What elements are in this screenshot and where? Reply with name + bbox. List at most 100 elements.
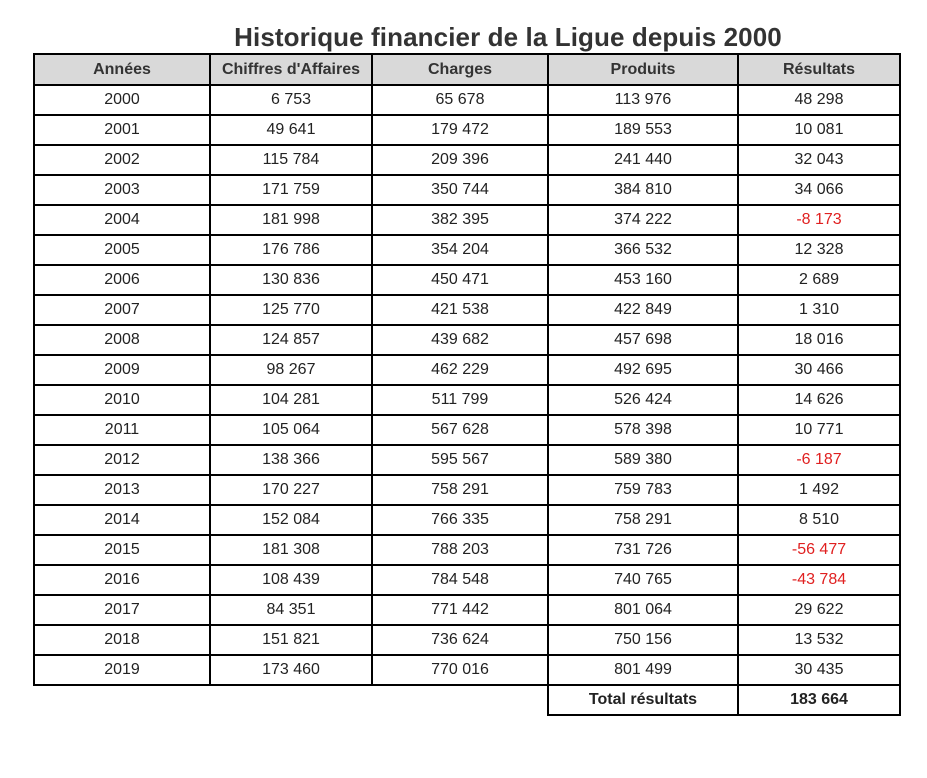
col-header-resultats: Résultats [737, 53, 901, 86]
produits-cell: 731 726 [547, 534, 739, 566]
table-row: 2017 84 351 771 442 801 064 29 622 [33, 594, 901, 626]
year-cell: 2011 [33, 414, 211, 446]
table-row: 2001 49 641 179 472 189 553 10 081 [33, 114, 901, 146]
total-label: Total résultats [547, 684, 739, 716]
year-cell: 2002 [33, 144, 211, 176]
table-row: 2008 124 857 439 682 457 698 18 016 [33, 324, 901, 356]
produits-cell: 453 160 [547, 264, 739, 296]
resultat-cell: 30 435 [737, 654, 901, 686]
year-cell: 2010 [33, 384, 211, 416]
total-spacer [34, 685, 548, 715]
produits-cell: 578 398 [547, 414, 739, 446]
year-cell: 2012 [33, 444, 211, 476]
resultat-cell: 14 626 [737, 384, 901, 416]
produits-cell: 422 849 [547, 294, 739, 326]
produits-cell: 801 064 [547, 594, 739, 626]
year-cell: 2007 [33, 294, 211, 326]
chiffre-affaires-cell: 176 786 [209, 234, 373, 266]
charges-cell: 758 291 [371, 474, 549, 506]
resultat-cell: 2 689 [737, 264, 901, 296]
chiffre-affaires-cell: 6 753 [209, 84, 373, 116]
produits-cell: 113 976 [547, 84, 739, 116]
year-cell: 2005 [33, 234, 211, 266]
resultat-cell: -56 477 [737, 534, 901, 566]
col-header-annees: Années [33, 53, 211, 86]
year-cell: 2000 [33, 84, 211, 116]
header-row: Années Chiffres d'Affaires Charges Produ… [33, 53, 901, 86]
chiffre-affaires-cell: 151 821 [209, 624, 373, 656]
produits-cell: 801 499 [547, 654, 739, 686]
resultat-cell: 48 298 [737, 84, 901, 116]
resultat-cell: -43 784 [737, 564, 901, 596]
charges-cell: 382 395 [371, 204, 549, 236]
resultat-cell: 30 466 [737, 354, 901, 386]
produits-cell: 374 222 [547, 204, 739, 236]
resultat-cell: 34 066 [737, 174, 901, 206]
resultat-cell: 10 771 [737, 414, 901, 446]
table-row: 2007 125 770 421 538 422 849 1 310 [33, 294, 901, 326]
resultat-cell: 32 043 [737, 144, 901, 176]
chiffre-affaires-cell: 105 064 [209, 414, 373, 446]
produits-cell: 750 156 [547, 624, 739, 656]
table-body: 2000 6 753 65 678 113 976 48 298 2001 49 641 17… [33, 84, 901, 686]
produits-cell: 457 698 [547, 324, 739, 356]
produits-cell: 241 440 [547, 144, 739, 176]
produits-cell: 526 424 [547, 384, 739, 416]
charges-cell: 179 472 [371, 114, 549, 146]
table-row: 2004 181 998 382 395 374 222 -8 173 [33, 204, 901, 236]
table-row: 2010 104 281 511 799 526 424 14 626 [33, 384, 901, 416]
year-cell: 2018 [33, 624, 211, 656]
chiffre-affaires-cell: 181 998 [209, 204, 373, 236]
table-row: 2011 105 064 567 628 578 398 10 771 [33, 414, 901, 446]
year-cell: 2008 [33, 324, 211, 356]
year-cell: 2019 [33, 654, 211, 686]
resultat-cell: 29 622 [737, 594, 901, 626]
charges-cell: 784 548 [371, 564, 549, 596]
chiffre-affaires-cell: 171 759 [209, 174, 373, 206]
produits-cell: 589 380 [547, 444, 739, 476]
table-row: 2016 108 439 784 548 740 765 -43 784 [33, 564, 901, 596]
table-row: 2000 6 753 65 678 113 976 48 298 [33, 84, 901, 116]
resultat-cell: 1 310 [737, 294, 901, 326]
charges-cell: 209 396 [371, 144, 549, 176]
chiffre-affaires-cell: 125 770 [209, 294, 373, 326]
chiffre-affaires-cell: 152 084 [209, 504, 373, 536]
charges-cell: 595 567 [371, 444, 549, 476]
resultat-cell: 1 492 [737, 474, 901, 506]
charges-cell: 350 744 [371, 174, 549, 206]
resultat-cell: -6 187 [737, 444, 901, 476]
resultat-cell: 12 328 [737, 234, 901, 266]
resultat-cell: 10 081 [737, 114, 901, 146]
table-row: 2002 115 784 209 396 241 440 32 043 [33, 144, 901, 176]
resultat-cell: 13 532 [737, 624, 901, 656]
table-row: 2009 98 267 462 229 492 695 30 466 [33, 354, 901, 386]
chiffre-affaires-cell: 173 460 [209, 654, 373, 686]
charges-cell: 788 203 [371, 534, 549, 566]
chiffre-affaires-cell: 84 351 [209, 594, 373, 626]
chiffre-affaires-cell: 124 857 [209, 324, 373, 356]
resultat-cell: -8 173 [737, 204, 901, 236]
charges-cell: 354 204 [371, 234, 549, 266]
year-cell: 2003 [33, 174, 211, 206]
charges-cell: 511 799 [371, 384, 549, 416]
year-cell: 2001 [33, 114, 211, 146]
charges-cell: 736 624 [371, 624, 549, 656]
col-header-charges: Charges [371, 53, 549, 86]
year-cell: 2015 [33, 534, 211, 566]
chiffre-affaires-cell: 170 227 [209, 474, 373, 506]
charges-cell: 770 016 [371, 654, 549, 686]
year-cell: 2004 [33, 204, 211, 236]
produits-cell: 366 532 [547, 234, 739, 266]
resultat-cell: 18 016 [737, 324, 901, 356]
table-row: 2003 171 759 350 744 384 810 34 066 [33, 174, 901, 206]
charges-cell: 766 335 [371, 504, 549, 536]
charges-cell: 65 678 [371, 84, 549, 116]
year-cell: 2009 [33, 354, 211, 386]
chiffre-affaires-cell: 181 308 [209, 534, 373, 566]
table-row: 2014 152 084 766 335 758 291 8 510 [33, 504, 901, 536]
charges-cell: 771 442 [371, 594, 549, 626]
year-cell: 2013 [33, 474, 211, 506]
table-row: 2013 170 227 758 291 759 783 1 492 [33, 474, 901, 506]
produits-cell: 492 695 [547, 354, 739, 386]
table-row: 2006 130 836 450 471 453 160 2 689 [33, 264, 901, 296]
